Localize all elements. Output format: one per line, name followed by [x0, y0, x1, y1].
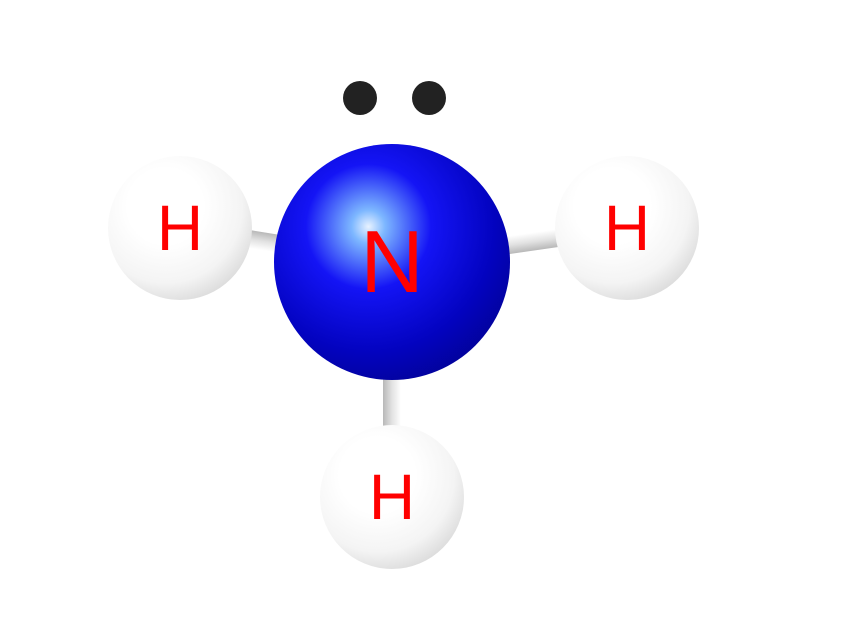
atom-H_bottom: H	[320, 425, 464, 569]
atom-label-H_right: H	[604, 191, 650, 265]
atom-label-N: N	[360, 211, 424, 313]
atom-label-H_bottom: H	[369, 460, 415, 534]
lone-pair-dot-1	[343, 81, 377, 115]
atom-N: N	[274, 144, 510, 380]
molecule-canvas: N H H H	[0, 0, 842, 644]
atom-H_right: H	[555, 156, 699, 300]
atom-H_left: H	[108, 156, 252, 300]
atom-label-H_left: H	[157, 191, 203, 265]
lone-pair-dot-2	[412, 81, 446, 115]
